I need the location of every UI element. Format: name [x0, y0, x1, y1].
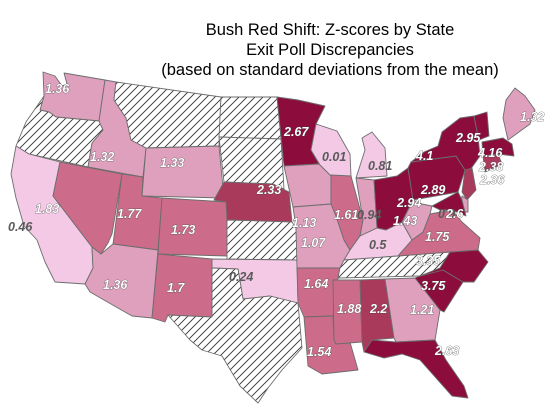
state-label-ne: 2.33 [256, 183, 281, 197]
state-ms [332, 279, 363, 345]
state-label-mo: 1.07 [301, 236, 326, 250]
state-label-ut: 1.77 [117, 207, 142, 221]
state-label-az: 1.36 [103, 278, 128, 292]
state-label-ct: 2.38 [478, 160, 503, 174]
title-line-2: Exit Poll Discrepancies [246, 41, 414, 59]
state-label-va: 1.75 [425, 230, 450, 244]
title-line-3: (based on standard deviations from the m… [161, 61, 499, 79]
state-label-ny: 4.1 [415, 149, 433, 163]
state-nd [218, 96, 282, 140]
map-title: Bush Red Shift: Z-scores by State Exit P… [130, 20, 530, 80]
state-me [502, 87, 536, 141]
state-label-il: 1.61 [334, 208, 358, 222]
state-wy [141, 145, 225, 199]
state-label-wy: 1.33 [160, 156, 184, 170]
state-label-ok: 0.24 [229, 270, 253, 284]
state-label-wv: 1.43 [393, 214, 417, 228]
state-ct [482, 153, 503, 173]
state-label-ms: 1.88 [337, 302, 361, 316]
state-label-al: 2.2 [369, 302, 387, 316]
state-label-pa: 2.89 [420, 183, 445, 197]
state-md [431, 191, 467, 217]
state-nc [419, 249, 489, 283]
state-label-nc: 3.35 [416, 254, 441, 268]
state-label-oh: 2.94 [396, 196, 421, 210]
state-label-ga: 1.21 [410, 303, 434, 317]
state-label-la: 1.54 [307, 345, 331, 359]
state-label-nj: 2.36 [479, 173, 505, 187]
state-fl [363, 339, 469, 399]
state-label-nm: 1.7 [167, 281, 185, 295]
state-label-me: 1.32 [520, 110, 544, 124]
state-vt [473, 111, 490, 141]
state-label-md: 2.6 [445, 207, 464, 221]
state-label-sc: 3.75 [421, 279, 446, 293]
state-ks [226, 219, 298, 261]
state-label-ar: 1.64 [304, 277, 328, 291]
state-label-mn: 2.67 [283, 125, 309, 139]
state-label-nv: 1.83 [35, 202, 59, 216]
state-label-ca: 0.46 [8, 220, 33, 234]
title-line-1: Bush Red Shift: Z-scores by State [205, 21, 455, 39]
state-label-wa: 1.36 [45, 82, 70, 96]
state-label-ky: 0.5 [369, 238, 387, 252]
state-la [303, 315, 359, 375]
state-label-fl: 2.63 [434, 344, 459, 358]
state-label-mi: 0.81 [368, 159, 392, 173]
state-sd [218, 136, 285, 190]
state-label-vt: 2.95 [455, 131, 481, 145]
state-label-wi: 0.01 [322, 150, 346, 164]
state-label-id: 1.32 [90, 150, 114, 164]
state-label-in: 0.94 [357, 208, 381, 222]
state-label-ma: 4.16 [477, 146, 503, 160]
state-label-de: 0.9 [438, 207, 455, 221]
state-label-co: 1.73 [171, 223, 195, 237]
state-wv [401, 199, 433, 241]
state-label-ia: 1.13 [292, 216, 316, 230]
state-nj [461, 167, 477, 201]
state-mi [355, 131, 388, 179]
state-ia [283, 163, 332, 208]
state-tx [167, 267, 303, 404]
